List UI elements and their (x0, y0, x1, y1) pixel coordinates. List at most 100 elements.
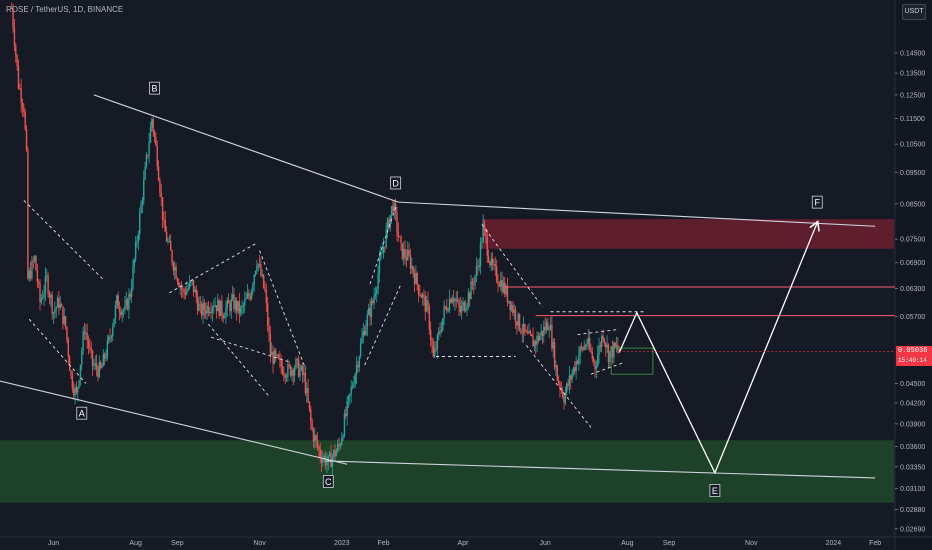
wave-label-box (709, 484, 721, 497)
candle-body (475, 266, 478, 276)
candle-body (272, 351, 274, 364)
candle-body (525, 331, 528, 333)
trendline-lower-ac (0, 380, 348, 465)
candle-body (226, 300, 228, 308)
candle-body (311, 420, 313, 431)
candle-body (477, 266, 479, 268)
candle-body (427, 300, 429, 306)
candle-body (109, 337, 111, 338)
price-tick-label: 0.06900 (900, 260, 925, 267)
candle-body (483, 223, 486, 230)
candle-body (77, 387, 79, 393)
candle-body (308, 401, 311, 409)
candle-body (458, 299, 460, 307)
candle-body (46, 275, 48, 277)
candle-body (474, 275, 476, 286)
dashed-pattern-line (577, 328, 620, 336)
candle-body (357, 364, 359, 368)
candle-body (178, 281, 180, 287)
candle-body (121, 311, 123, 316)
candle-body (225, 307, 227, 318)
candle-body (586, 344, 588, 347)
candle-body (192, 279, 195, 293)
candle-body (331, 457, 334, 467)
candle-body (428, 305, 431, 330)
candle-body (551, 324, 553, 349)
candle-body (444, 306, 447, 308)
wave-label-a: A (76, 406, 88, 420)
candle-body (532, 336, 534, 347)
candle-body (266, 303, 269, 326)
candle-body (293, 368, 296, 376)
candle-body (447, 310, 449, 312)
candle-body (497, 280, 499, 285)
candle-body (188, 281, 191, 288)
candle-body (42, 297, 44, 299)
price-tick-label: 0.03600 (900, 444, 925, 451)
candle-body (106, 340, 109, 357)
candle-body (358, 356, 360, 368)
candle-body (140, 203, 142, 213)
candle-body (481, 242, 483, 243)
trendline-upper-bd (93, 94, 399, 203)
candle-body (199, 303, 202, 305)
candle-body (535, 341, 537, 345)
candle-body (137, 234, 140, 242)
candle-body (591, 352, 594, 359)
candle-body (423, 294, 425, 297)
candle-body (164, 219, 166, 232)
candle-body (561, 390, 564, 398)
candle-body (113, 318, 115, 327)
currency-button[interactable]: USDT (902, 4, 926, 20)
candle-body (242, 305, 245, 307)
candle-body (149, 127, 152, 143)
candle-body (28, 270, 30, 279)
candle-body (291, 369, 293, 376)
candle-body (257, 264, 259, 266)
candle-body (56, 297, 59, 308)
candle-body (557, 380, 560, 384)
candle-body (210, 312, 212, 313)
candle-body (11, 8, 13, 9)
candle-body (249, 296, 251, 299)
candle-body (382, 246, 385, 253)
candle-body (494, 263, 497, 266)
candle-body (398, 236, 401, 238)
candle-body (182, 289, 184, 291)
candle-body (280, 359, 282, 367)
candle-body (346, 400, 348, 416)
candle-body (171, 250, 173, 263)
candle-body (68, 356, 71, 371)
price-tick-label: 0.08500 (900, 201, 925, 208)
candle-body (235, 300, 238, 312)
candle-body (31, 260, 33, 279)
dashed-pattern-line (208, 323, 270, 397)
candle-body (19, 88, 21, 90)
candle-body (260, 264, 262, 276)
candle-body (126, 299, 129, 310)
wave-label-box (322, 475, 334, 488)
candle-body (611, 346, 614, 358)
candle-body (72, 388, 75, 396)
candle-body (87, 340, 90, 348)
candle-body (148, 142, 150, 156)
candle-body (446, 307, 448, 311)
candle-body (516, 321, 518, 326)
candle-body (43, 292, 45, 298)
candle-body (37, 281, 40, 284)
candle-body (482, 223, 484, 243)
candle-body (36, 270, 39, 282)
wave-label-text: F (815, 198, 821, 208)
candle-body (420, 295, 422, 298)
candle-body (98, 361, 100, 377)
candle-body (83, 331, 86, 334)
candle-body (66, 326, 68, 340)
wave-label-text: E (712, 486, 718, 496)
candle-body (284, 374, 286, 378)
candle-body (63, 316, 65, 325)
trendline-upper-df (398, 201, 876, 227)
candle-body (64, 316, 67, 327)
candle-body (409, 254, 412, 269)
